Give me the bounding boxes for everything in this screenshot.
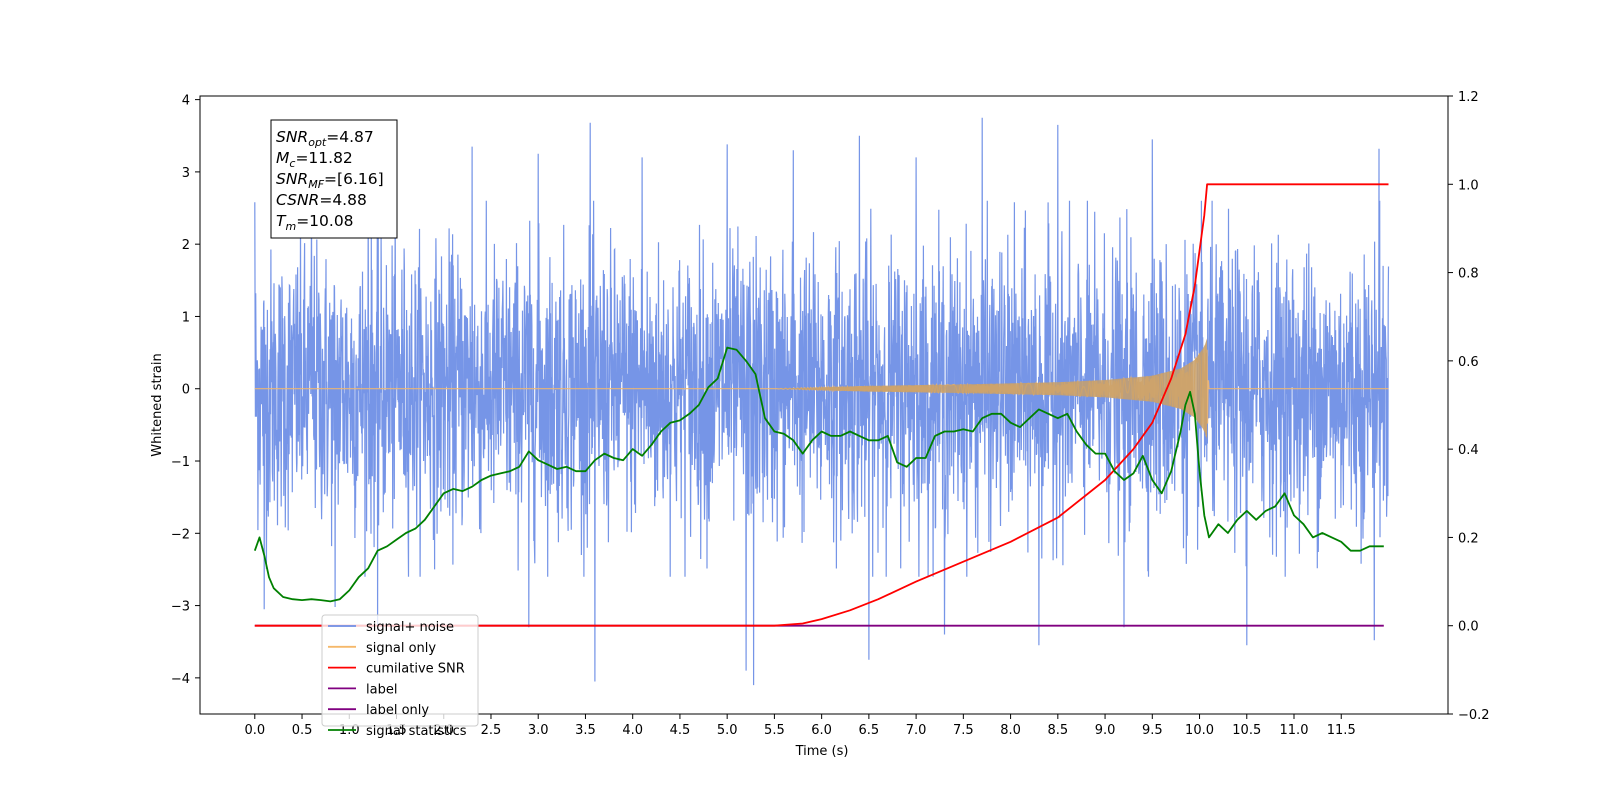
series-signal-statistics [253,346,1384,603]
x-axis-label: Time (s) [795,744,849,759]
y-right-tick-label: 1.0 [1458,178,1479,193]
x-tick-label: 9.5 [1142,723,1163,738]
annotation-symbol: CSNR [276,191,319,209]
x-tick-label: 8.0 [1000,723,1021,738]
y-right-tick-label: 0.8 [1458,267,1479,282]
x-tick-label: 4.5 [670,723,691,738]
annotation-subscript: c [289,157,295,170]
x-tick-label: 10.0 [1185,723,1214,738]
y-right-tick-label: 0.0 [1458,620,1479,635]
y-left-tick-label: −3 [171,600,190,615]
legend-frame [321,614,479,727]
annotation-value: =4.87 [326,128,374,146]
axes: 0.0 0.5 1.0 1.5 2.0 2.5 3.0 3.5 4.0 4.5 5.0 5.5 6.0 6… [171,90,1490,738]
x-tick-label: 2.0 [433,723,454,738]
annotation-line: Mc=11.82 [276,149,353,170]
legend-label: signal only [366,641,436,656]
y-right-tick-label: 1.2 [1458,90,1479,105]
x-tick-label: 6.5 [859,723,880,738]
annotation-value: =10.08 [296,212,353,230]
y-left-tick-label: 4 [182,94,190,109]
x-tick-label: 8.5 [1047,723,1068,738]
plot-area [253,117,1390,686]
legend-label: signal statistics [366,724,467,739]
legend-label: cumilative SNR [366,662,465,677]
x-tick-label: 7.5 [953,723,974,738]
annotation-symbol: SNR [276,170,308,188]
x-tick-label: 4.0 [622,723,643,738]
y-left-tick-label: 3 [182,166,190,181]
annotation-subscript: m [285,220,296,233]
y-axis-label: Whitened strain [150,353,165,456]
y-left-tick-label: 0 [182,383,190,398]
x-tick-label: 0.5 [292,723,313,738]
annotation-symbol: M [276,149,289,167]
x-tick-label: 3.0 [528,723,549,738]
y-left-tick-label: 1 [182,310,190,325]
annotation-line: SNRMF=[6.16] [276,170,384,191]
legend-label: label only [366,703,429,718]
x-tick-label: 5.5 [764,723,785,738]
x-tick-label: 1.5 [386,723,407,738]
annotation-value: =[6.16] [324,170,384,188]
y-left-tick-label: 2 [182,238,190,253]
y-left-tick-label: −2 [171,527,190,542]
x-tick-label: 6.0 [811,723,832,738]
x-tick-label: 0.0 [244,723,265,738]
annotation-subscript: MF [308,178,324,191]
annotation-subscript: opt [308,136,327,149]
axes-frame [199,95,1449,715]
y-left-tick-label: −4 [171,672,190,687]
annotation-value: =11.82 [295,149,352,167]
annotation-symbol: SNR [276,128,308,146]
annotation-line: CSNR=4.88 [276,191,367,209]
x-tick-label: 11.5 [1327,723,1356,738]
x-tick-label: 9.0 [1095,723,1116,738]
series-signal-only-band [774,338,1208,440]
y-right-tick-label: 0.2 [1458,531,1479,546]
y-right-tick-label: 0.6 [1458,355,1479,370]
x-tick-label: 3.5 [575,723,596,738]
x-tick-label: 10.5 [1232,723,1261,738]
y-right-tick-label: −0.2 [1458,708,1490,723]
annotation-line: Tm=10.08 [276,212,354,233]
series-signal-plus-noise [254,117,1390,686]
y-left-tick-label: −1 [171,455,190,470]
legend-label: signal+ noise [366,620,454,635]
annotation-frame [270,119,398,239]
legend-label: label [366,682,397,697]
series-cumilative-snr [254,183,1389,627]
annotation-value: =4.88 [319,191,367,209]
annotation-box: SNRopt=4.87Mc=11.82SNRMF=[6.16]CSNR=4.88… [270,119,398,239]
x-tick-label: 11.0 [1280,723,1309,738]
annotation-symbol: T [276,212,287,230]
annotation-line: SNRopt=4.87 [276,128,374,149]
y-right-tick-label: 0.4 [1458,443,1479,458]
x-tick-label: 7.0 [906,723,927,738]
x-tick-label: 2.5 [481,723,502,738]
x-tick-label: 5.0 [717,723,738,738]
legend: signal+ noise signal only cumilative SNR la… [321,614,479,739]
